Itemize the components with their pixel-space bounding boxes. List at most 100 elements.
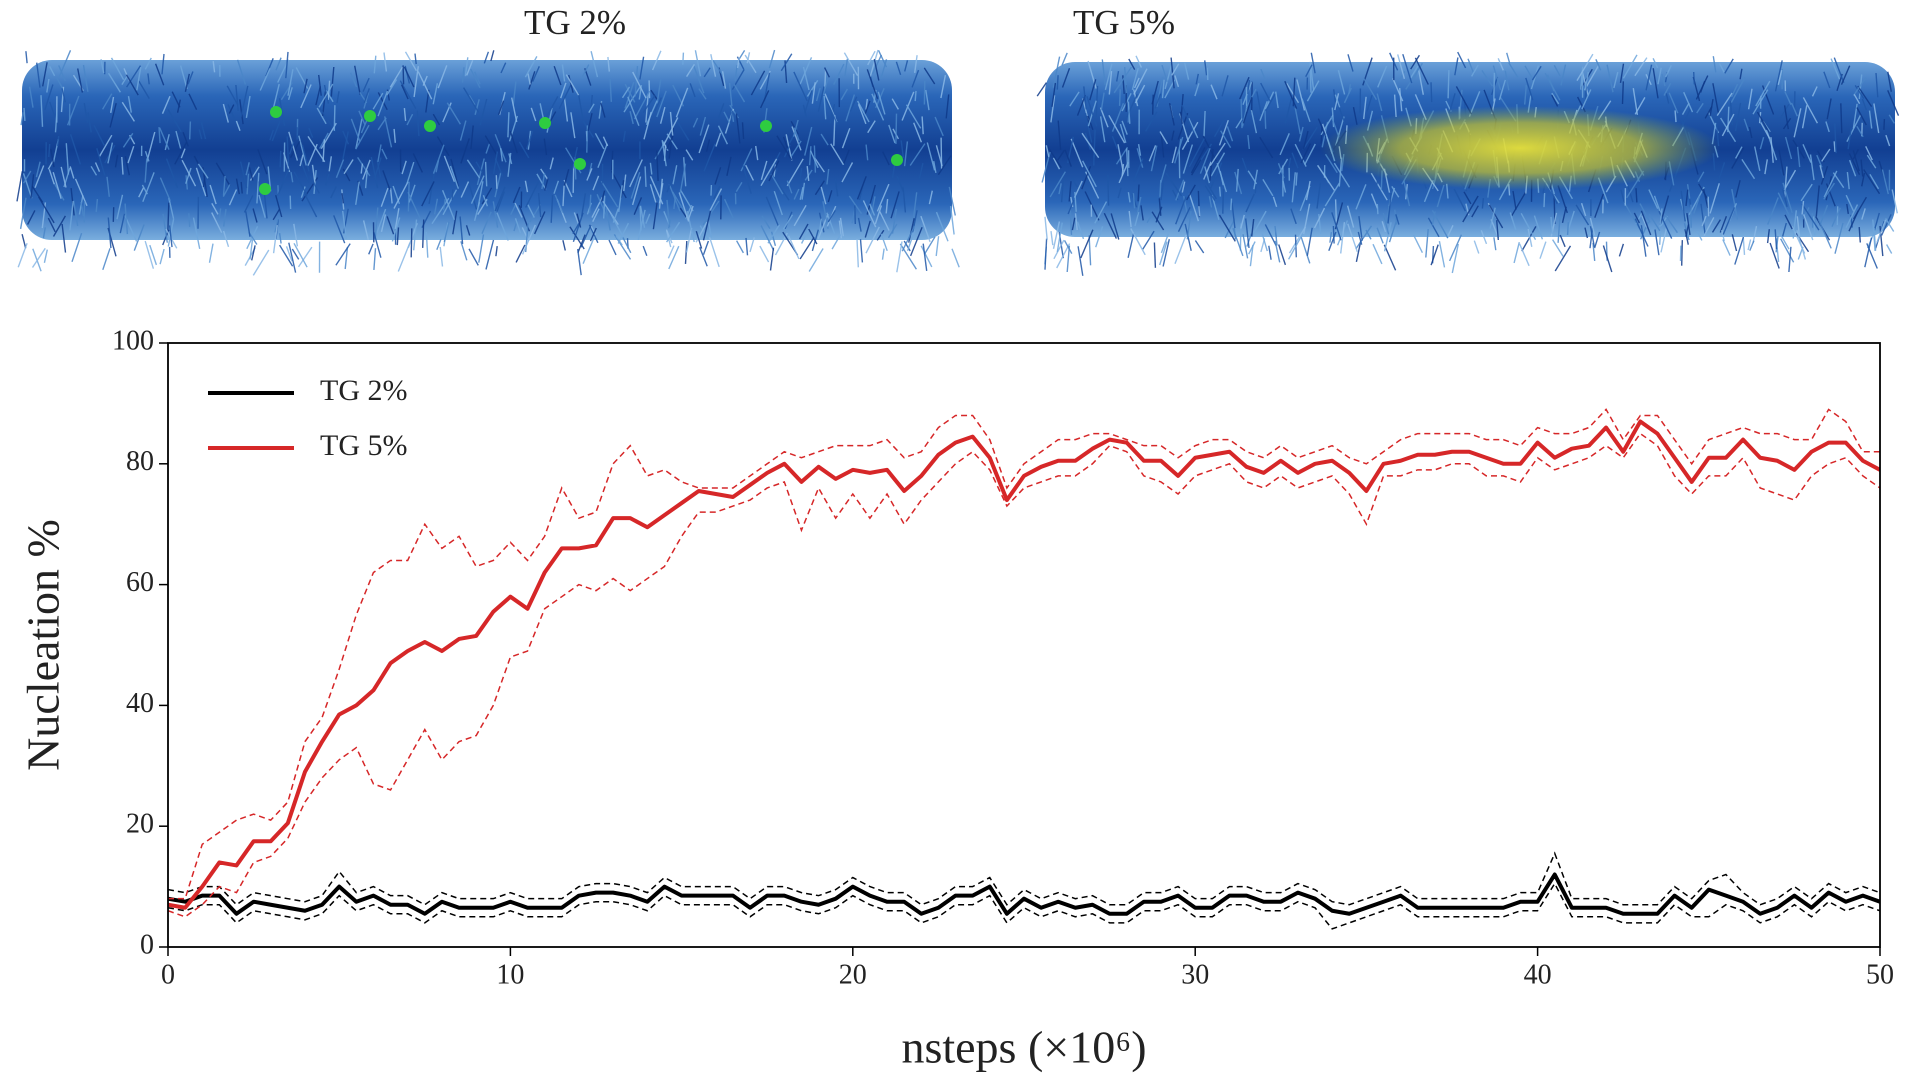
lipid-strand: [158, 127, 161, 144]
lipid-strand: [1161, 79, 1165, 99]
lipid-strand: [1863, 169, 1881, 195]
lipid-strand: [1779, 103, 1790, 120]
lipid-strand: [876, 229, 885, 241]
lipid-strand: [406, 113, 414, 126]
lipid-strand: [518, 141, 530, 159]
lipid-strand: [363, 88, 370, 104]
lipid-strand: [1853, 93, 1861, 105]
lipid-strand: [1451, 243, 1459, 274]
lipid-strand: [770, 173, 784, 195]
lipid-strand: [1119, 123, 1127, 143]
lipid-strand: [1584, 71, 1590, 91]
lipid-strand: [1659, 208, 1663, 227]
lipid-strand: [1104, 63, 1113, 90]
lipid-strand: [1302, 126, 1318, 151]
lipid-strand: [1430, 82, 1433, 103]
lipid-strand: [1305, 180, 1311, 201]
lipid-strand: [208, 243, 214, 263]
lipid-strand: [1298, 126, 1304, 142]
lipid-strand: [633, 90, 651, 120]
lipid-strand: [1848, 153, 1861, 176]
lipid-strand: [167, 109, 182, 133]
lipid-strand: [1127, 233, 1135, 258]
lipid-strand: [1730, 77, 1746, 103]
lipid-strand: [1883, 119, 1886, 130]
lipid-strand: [1620, 189, 1626, 204]
lipid-strand: [896, 176, 904, 192]
lipid-strand: [782, 214, 794, 230]
lipid-strand: [1177, 112, 1189, 140]
lipid-strand: [1576, 53, 1594, 81]
lipid-strand: [500, 62, 507, 74]
lipid-strand: [192, 217, 201, 250]
lipid-strand: [842, 149, 850, 165]
lipid-strand: [1512, 190, 1517, 210]
lipid-strand: [269, 129, 274, 141]
lipid-strand: [880, 233, 888, 252]
lipid-strand: [69, 201, 74, 231]
tg-molecule: [259, 183, 271, 195]
y-axis-label: Nucleation %: [18, 519, 69, 771]
lipid-strand: [272, 83, 280, 110]
lipid-strand: [925, 89, 930, 111]
lipid-strand: [1074, 191, 1077, 212]
lipid-strand: [382, 170, 391, 190]
lipid-strand: [1204, 166, 1211, 184]
lipid-strand: [462, 87, 480, 113]
lipid-strand: [1833, 57, 1845, 84]
lipid-strand: [1162, 239, 1170, 267]
lipid-strand: [439, 246, 444, 267]
lipid-strand: [926, 142, 936, 171]
lipid-strand: [885, 198, 889, 214]
lipid-strand: [1387, 193, 1392, 224]
lipid-strand: [358, 110, 366, 125]
lipid-strand: [494, 158, 504, 177]
lipid-strand: [1218, 214, 1236, 242]
lipid-strand: [1640, 210, 1652, 236]
lipid-strand: [368, 243, 374, 255]
lipid-strand: [820, 186, 827, 205]
lipid-strand: [1497, 58, 1504, 71]
x-tick-label: 30: [1181, 959, 1209, 990]
lipid-strand: [1747, 88, 1753, 110]
lipid-strand: [481, 211, 492, 234]
lipid-strand: [1306, 80, 1320, 102]
lipid-strand: [802, 66, 810, 91]
lipid-strand: [1887, 71, 1892, 92]
lipid-strand: [222, 103, 229, 123]
lipid-strand: [1151, 211, 1165, 231]
lipid-strand: [1247, 135, 1250, 149]
lipid-strand: [1100, 92, 1105, 111]
lipid-strand: [386, 79, 398, 96]
lipid-strand: [1324, 182, 1340, 207]
lipid-strand: [631, 176, 642, 206]
lipid-strand: [1553, 64, 1561, 77]
lipid-strand: [100, 59, 105, 74]
lipid-strand: [1284, 97, 1293, 124]
lipid-strand: [1825, 183, 1836, 207]
lipid-strand: [1735, 180, 1741, 198]
lipid-strand: [1056, 222, 1063, 253]
lipid-strand: [840, 88, 849, 101]
lipid-strand: [1881, 169, 1889, 195]
lipid-strand: [460, 241, 468, 261]
lipid-strand: [620, 180, 625, 198]
lipid-strand: [1334, 94, 1341, 108]
lipid-strand: [25, 51, 28, 64]
lipid-strand: [48, 143, 51, 158]
lipid-strand: [252, 249, 270, 276]
lipid-strand: [1313, 207, 1326, 229]
lipid-strand: [460, 181, 470, 198]
lipid-strand: [920, 245, 933, 268]
lipid-strand: [1132, 193, 1136, 209]
lipid-strand: [1819, 165, 1824, 179]
lipid-strand: [36, 62, 41, 88]
lipid-strand: [1686, 213, 1691, 236]
lipid-strand: [1094, 201, 1108, 224]
lipid-strand: [650, 89, 658, 100]
lipid-strand: [814, 180, 825, 196]
lipid-strand: [1077, 246, 1084, 276]
lipid-strand: [373, 232, 382, 258]
lipid-strand: [179, 65, 188, 90]
lipid-strand: [1099, 107, 1109, 128]
